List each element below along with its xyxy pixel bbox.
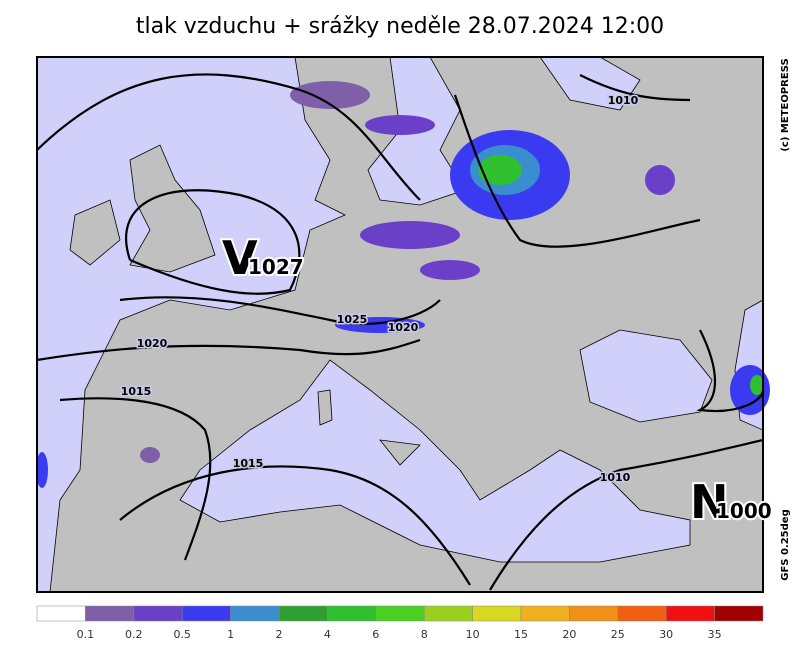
isobar-label: 1020: [388, 321, 419, 334]
legend-label: 0.1: [77, 628, 95, 641]
pressure-center-letter: V: [222, 231, 258, 285]
title: tlak vzduchu + srážky neděle 28.07.2024 …: [136, 14, 664, 39]
islands: [69, 144, 421, 466]
legend-swatch: [230, 605, 280, 622]
isobars: [36, 73, 765, 591]
legend-swatch: [133, 605, 183, 622]
legend-label: 25: [611, 628, 625, 641]
legend-label: 15: [514, 628, 528, 641]
legend-label: 35: [708, 628, 722, 641]
legend-swatch: [327, 605, 377, 622]
legend-swatch: [375, 605, 425, 622]
legend-swatch: [181, 605, 231, 622]
legend-label: 20: [562, 628, 576, 641]
legend-swatch: [472, 605, 522, 622]
legend-label: 0.2: [125, 628, 143, 641]
isobar-label: 1010: [608, 94, 639, 107]
legend-label: 6: [372, 628, 379, 641]
legend-swatch: [617, 605, 667, 622]
legend-label: 4: [324, 628, 331, 641]
isobar-label: 1015: [233, 457, 264, 470]
precipitation: [36, 81, 770, 488]
legend-label: 2: [276, 628, 283, 641]
copyright: (c) METEOPRESS: [780, 58, 791, 151]
pressure-center-value: 1027: [248, 255, 304, 279]
legend-swatch: [423, 605, 473, 622]
isobar-label: 1010: [600, 471, 631, 484]
legend-swatch: [520, 605, 570, 622]
legend-swatch: [36, 605, 86, 622]
isobar-label: 1020: [137, 337, 168, 350]
legend-label: 1: [227, 628, 234, 641]
pressure-center-value: 1000: [716, 499, 772, 523]
isobar-label: 1015: [121, 385, 152, 398]
legend-swatch: [85, 605, 135, 622]
legend-label: 8: [421, 628, 428, 641]
legend-swatch: [665, 605, 715, 622]
legend-swatch: [714, 605, 764, 622]
map: [36, 56, 770, 593]
legend-label: 10: [466, 628, 480, 641]
legend-swatch: [278, 605, 328, 622]
legend-label: 0.5: [173, 628, 191, 641]
frame: [36, 56, 764, 593]
model-name: GFS 0.25deg: [780, 509, 791, 581]
legend-label: 30: [659, 628, 673, 641]
pressure-center-letter: N: [690, 475, 729, 529]
legend-swatch: [569, 605, 619, 622]
isobar-label: 1025: [337, 313, 368, 326]
